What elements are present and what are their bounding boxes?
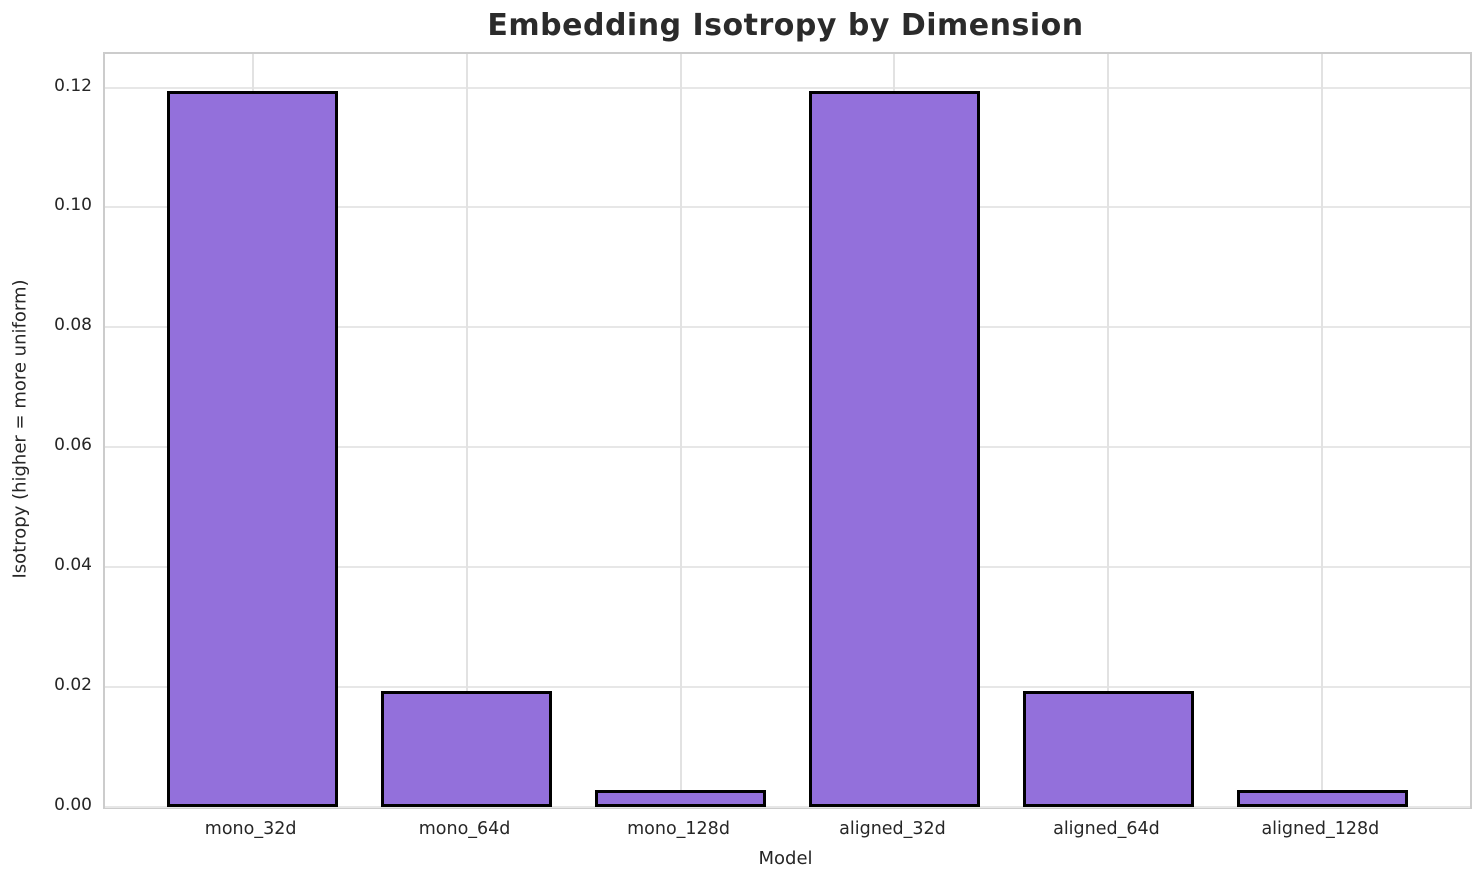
- chart-title: Embedding Isotropy by Dimension: [487, 8, 1084, 43]
- y-tick-label: 0.10: [54, 195, 92, 216]
- plot-area: [103, 52, 1472, 809]
- bar-aligned_32d: [808, 90, 981, 807]
- x-tick-label: mono_64d: [418, 819, 511, 839]
- gridline-horizontal: [105, 206, 1470, 209]
- gridline-vertical: [679, 54, 682, 807]
- y-tick-label: 0.06: [54, 435, 92, 456]
- bar-mono_64d: [380, 690, 553, 807]
- gridline-horizontal: [105, 86, 1470, 89]
- y-tick-label: 0.02: [54, 675, 92, 696]
- x-tick-label: mono_128d: [627, 819, 730, 839]
- y-tick-label: 0.00: [54, 795, 92, 815]
- bar-mono_32d: [167, 90, 339, 807]
- gridline-vertical: [1321, 54, 1324, 807]
- y-tick-label: 0.08: [54, 315, 92, 336]
- bar-mono_128d: [594, 790, 767, 807]
- gridline-horizontal: [105, 806, 1470, 808]
- gridline-horizontal: [105, 326, 1470, 329]
- x-tick-label: aligned_64d: [1053, 819, 1160, 839]
- bar-aligned_64d: [1022, 690, 1194, 807]
- x-tick-label: aligned_32d: [839, 819, 946, 839]
- gridline-horizontal: [105, 686, 1470, 689]
- x-tick-label: aligned_128d: [1261, 819, 1380, 839]
- gridline-vertical: [465, 54, 468, 807]
- y-tick-label: 0.04: [54, 555, 92, 576]
- x-tick-label: mono_32d: [204, 819, 297, 839]
- y-tick-label: 0.12: [54, 75, 92, 96]
- gridline-horizontal: [105, 566, 1470, 569]
- bar-aligned_128d: [1236, 790, 1408, 807]
- gridline-vertical: [1107, 54, 1110, 807]
- x-axis-label: Model: [758, 848, 813, 869]
- gridline-horizontal: [105, 446, 1470, 449]
